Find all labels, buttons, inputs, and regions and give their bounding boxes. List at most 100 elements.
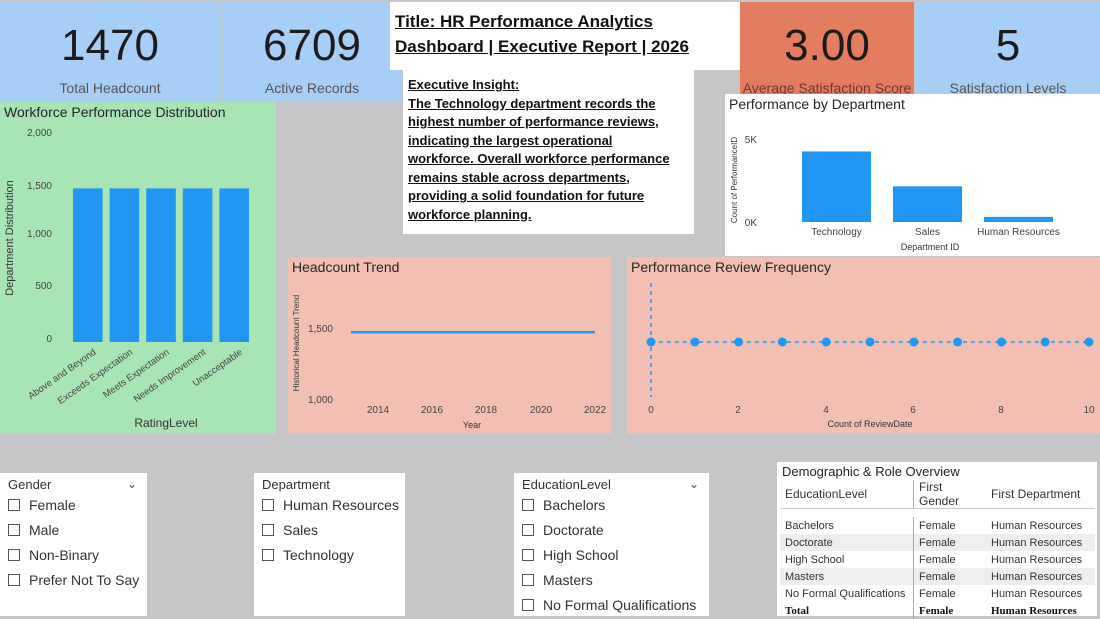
data-point	[996, 337, 1006, 347]
dot-group	[646, 337, 1094, 347]
insight-line: providing a solid foundation for future	[408, 188, 645, 203]
checkbox[interactable]	[8, 549, 20, 561]
table-row[interactable]: No Formal Qualifications Female Human Re…	[780, 585, 1095, 602]
checkbox[interactable]	[262, 499, 274, 511]
checkbox[interactable]	[262, 524, 274, 536]
y-tick-label: 1,000	[27, 229, 52, 240]
y-axis-label: Department Distribution	[4, 180, 16, 296]
slicer-option-technology[interactable]: Technology	[262, 545, 354, 565]
slicer-option-male[interactable]: Male	[8, 520, 59, 540]
report-title-line-1: Title: HR Performance Analytics	[395, 12, 653, 31]
data-point	[1084, 337, 1094, 347]
bar	[146, 188, 176, 342]
slicer-option-no-formal-qualifications[interactable]: No Formal Qualifications	[522, 595, 696, 615]
slicer-option-masters[interactable]: Masters	[522, 570, 593, 590]
table-row[interactable]: Bachelors Female Human Resources	[780, 517, 1095, 534]
x-tick-label: Sales	[915, 227, 940, 238]
data-point	[690, 337, 700, 347]
y-tick-label: 1,000	[308, 395, 333, 406]
chart-title: Workforce Performance Distribution	[4, 104, 226, 120]
x-axis-label: RatingLevel	[134, 416, 197, 430]
slicer-option-doctorate[interactable]: Doctorate	[522, 520, 604, 540]
slicer-option-human-resources[interactable]: Human Resources	[262, 495, 399, 515]
education-level-slicer[interactable]: EducationLevel ⌄ Bachelors Doctorate Hig…	[514, 473, 709, 616]
column-header[interactable]: First Gender	[913, 480, 986, 509]
y-tick-label: 5K	[745, 135, 758, 146]
data-point	[646, 337, 656, 347]
executive-insight-box: Executive Insight: The Technology depart…	[403, 70, 694, 234]
checkbox[interactable]	[8, 524, 20, 536]
checkbox[interactable]	[522, 599, 534, 611]
x-tick-label: 2020	[530, 405, 553, 416]
y-tick-label: 2,000	[27, 128, 52, 139]
chart-title: Performance Review Frequency	[631, 259, 831, 275]
x-tick-label: 0	[648, 405, 654, 416]
headcount-trend-chart[interactable]: Headcount Trend 1,500 1,000 Historical H…	[288, 257, 611, 434]
insight-line: remains stable across departments,	[408, 169, 630, 185]
y-tick-label: 0K	[745, 218, 758, 229]
insight-line: workforce. Overall workforce performance	[408, 151, 670, 166]
slicer-option-non-binary[interactable]: Non-Binary	[8, 545, 99, 565]
slicer-option-sales[interactable]: Sales	[262, 520, 318, 540]
review-frequency-chart[interactable]: Performance Review Frequency 0 2 4 6 8 1…	[627, 257, 1100, 434]
checkbox[interactable]	[522, 549, 534, 561]
x-tick-label: 2016	[421, 405, 444, 416]
bar	[802, 151, 871, 222]
bar	[73, 188, 103, 342]
insight-line: The Technology department records the	[408, 95, 656, 111]
kpi-card-total-headcount: 1470 Total Headcount	[0, 2, 220, 102]
column-header[interactable]: EducationLevel	[780, 480, 914, 509]
kpi-value: 3.00	[784, 21, 870, 70]
data-point	[777, 337, 787, 347]
checkbox[interactable]	[8, 574, 20, 586]
bar	[893, 186, 962, 222]
x-axis-label: Department ID	[901, 242, 960, 252]
y-axis-label: Historical Headcount Trend	[292, 295, 301, 392]
slicer-option-prefer-not-to-say[interactable]: Prefer Not To Say	[8, 570, 139, 590]
checkbox[interactable]	[522, 574, 534, 586]
y-tick-label: 1,500	[27, 181, 52, 192]
checkbox[interactable]	[522, 524, 534, 536]
performance-distribution-chart[interactable]: Workforce Performance Distribution 2,000…	[0, 102, 276, 434]
report-title-box: Title: HR Performance Analytics Dashboar…	[390, 2, 740, 70]
kpi-label: Total Headcount	[59, 80, 161, 96]
report-title-line-2: Dashboard | Executive Report | 2026	[395, 37, 689, 56]
chevron-down-icon[interactable]: ⌄	[126, 477, 137, 491]
slicer-option-bachelors[interactable]: Bachelors	[522, 495, 605, 515]
checkbox[interactable]	[522, 499, 534, 511]
chevron-down-icon[interactable]: ⌄	[688, 477, 699, 491]
checkbox[interactable]	[262, 549, 274, 561]
x-tick-label: 4	[823, 405, 829, 416]
kpi-card-satisfaction-levels: 5 Satisfaction Levels	[916, 2, 1100, 102]
performance-by-department-chart[interactable]: Performance by Department 5K 0K Count of…	[725, 94, 1100, 256]
table-row[interactable]: Doctorate Female Human Resources	[780, 534, 1095, 551]
kpi-value: 6709	[263, 21, 361, 70]
checkbox[interactable]	[8, 499, 20, 511]
kpi-label: Active Records	[264, 80, 360, 96]
insight-heading: Executive Insight:	[408, 77, 520, 92]
insight-line: indicating the largest operational	[408, 132, 613, 148]
slicer-option-high-school[interactable]: High School	[522, 545, 619, 565]
kpi-value: 1470	[61, 21, 159, 70]
department-svg: 5K 0K Count of PerformanceID Technology S…	[730, 135, 1060, 252]
demographic-role-table[interactable]: Demographic & Role Overview EducationLev…	[777, 462, 1097, 619]
bar	[109, 188, 140, 342]
column-header[interactable]: First Department	[986, 480, 1095, 509]
gender-slicer[interactable]: Gender ⌄ Female Male Non-Binary Prefer N…	[0, 473, 147, 616]
bar	[984, 216, 1053, 222]
department-slicer[interactable]: Department Human Resources Sales Technol…	[254, 473, 405, 616]
x-tick-label: 2	[735, 405, 741, 416]
table-row[interactable]: High School Female Human Resources	[780, 551, 1095, 568]
table-row[interactable]: Masters Female Human Resources	[780, 568, 1095, 585]
bar-group: Technology Sales Human Resources	[802, 151, 1060, 238]
x-tick-label: 6	[910, 405, 916, 416]
kpi-card-avg-satisfaction: 3.00 Average Satisfaction Score	[740, 2, 914, 102]
x-tick-label: 8	[998, 405, 1004, 416]
data-point	[953, 337, 963, 347]
kpi-label: Average Satisfaction Score	[742, 80, 912, 96]
slicer-header: Department	[262, 477, 330, 492]
x-tick-label: 2014	[367, 405, 390, 416]
insight-line: workforce planning.	[408, 206, 532, 222]
slicer-option-female[interactable]: Female	[8, 495, 76, 515]
